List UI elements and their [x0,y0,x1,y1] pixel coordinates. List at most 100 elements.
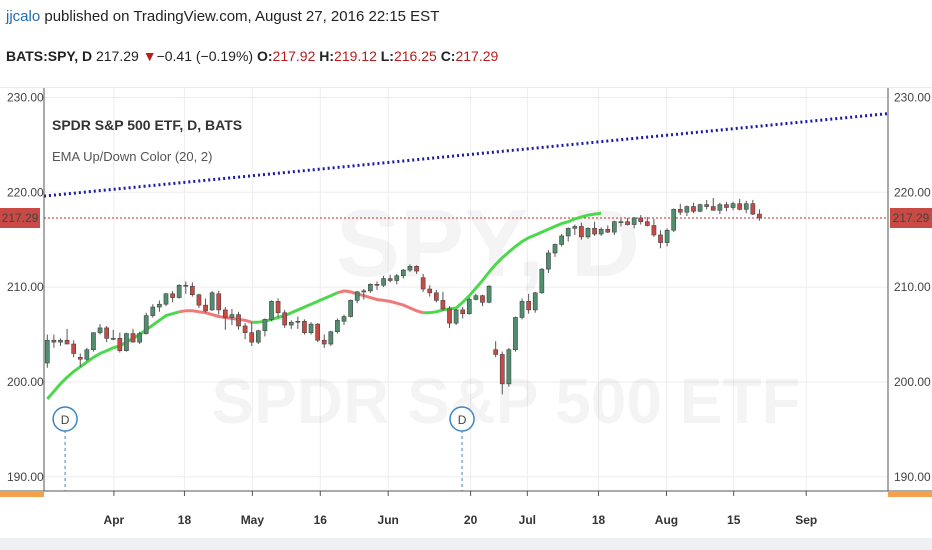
x-tick-label: Aug [655,513,678,527]
candle-body [697,204,703,212]
x-tick-label: Jul [519,513,536,527]
candle-body [97,327,103,333]
candle-body [598,228,604,235]
x-tick-label: 18 [178,513,192,527]
candle-body [664,229,670,243]
candle-body [717,204,723,211]
candle-body [460,309,466,314]
candle-body [473,295,479,300]
candle-body [618,221,624,224]
candle-body [354,291,360,301]
candle-up [150,304,156,318]
candle-body [691,206,696,212]
candle-up [335,318,340,334]
candle-up [354,290,360,304]
candle-down [315,323,320,343]
candle-down [433,289,439,303]
candle-body [368,283,373,292]
candles [44,197,762,395]
dividend-marker[interactable]: D [52,406,78,491]
candle-body [321,339,327,345]
open-value: 217.92 [272,48,316,64]
candle-down [117,332,123,353]
high-value: 219.12 [334,48,377,64]
candle-body [559,235,564,245]
candle-body [308,323,314,333]
candle-down [499,351,505,395]
candle-up [730,201,736,211]
candle-up [229,308,235,326]
candle-down [526,293,531,314]
candle-body [724,204,729,208]
candle-up [91,332,96,352]
candle-up [466,297,472,315]
candle-body [486,285,492,303]
down-arrow-icon: ▼ [142,48,157,64]
open-label: O: [256,48,273,64]
candle-down [321,334,327,348]
x-axis-labels: Apr 18 May 16 Jun 20 Jul 18 Aug 15 Sep [104,491,817,527]
candle-down [427,285,433,297]
candle-up [559,234,564,247]
watermark-symbol: SPY, D [336,190,640,297]
candle-up [717,202,723,215]
candle-body [513,317,518,351]
candle-down [414,265,419,274]
candle-down [190,282,195,297]
candle-body [51,339,57,343]
marker-label: D [458,413,467,427]
candle-body [394,275,400,281]
ticker-symbol: BATS:SPY, D [6,48,93,64]
candle-body [170,293,175,298]
trendline[interactable] [43,112,889,198]
candle-up [394,273,400,285]
candle-body [282,312,288,326]
candle-down [605,225,611,234]
candle-body [84,349,90,360]
candle-up [124,332,129,352]
candle-body [730,203,736,208]
candle-down [196,293,202,308]
candle-body [275,301,281,314]
candle-down [282,309,288,328]
candle-down [625,217,630,226]
candle-body [414,265,419,272]
candle-body [539,268,545,294]
y-tick-label-left: 190.00 [7,470,44,484]
author-link[interactable]: jjcalo [6,8,41,25]
candle-up [671,208,677,233]
candle-body [374,283,380,286]
x-tick-label: Apr [104,513,125,527]
dividend-marker[interactable]: D [449,406,475,491]
candle-up [513,316,518,352]
candle-down [77,353,83,367]
ticker-header: BATS:SPY, D 217.29 ▼−0.41 (−0.19%) O:217… [6,48,498,64]
chart-title: SPDR S&P 500 ETF, D, BATS [52,117,242,133]
candle-up [368,283,373,293]
candle-body [269,301,274,320]
candle-down [130,328,136,343]
y-tick-label-right: 200.00 [894,375,931,389]
candle-body [216,293,222,311]
candle-up [269,300,274,322]
candle-up [308,322,314,335]
price-tag-right-label: 217.29 [893,211,930,225]
y-tick-label-left: 200.00 [7,375,44,389]
candle-down [302,319,307,335]
candle-down [677,203,683,216]
candle-down [170,290,175,303]
candle-down [757,209,762,221]
candle-body [447,308,452,324]
candle-up [618,218,624,227]
candle-body [110,338,116,340]
candle-body [704,204,710,207]
candle-body [407,265,413,271]
candle-up [598,227,604,236]
candle-up [44,334,50,368]
candle-up [664,228,670,247]
publish-header: jjcalo published on TradingView.com, Aug… [6,8,439,25]
candle-down [579,222,584,240]
price-change: −0.41 (−0.19%) [156,48,254,64]
candle-up [209,290,215,311]
